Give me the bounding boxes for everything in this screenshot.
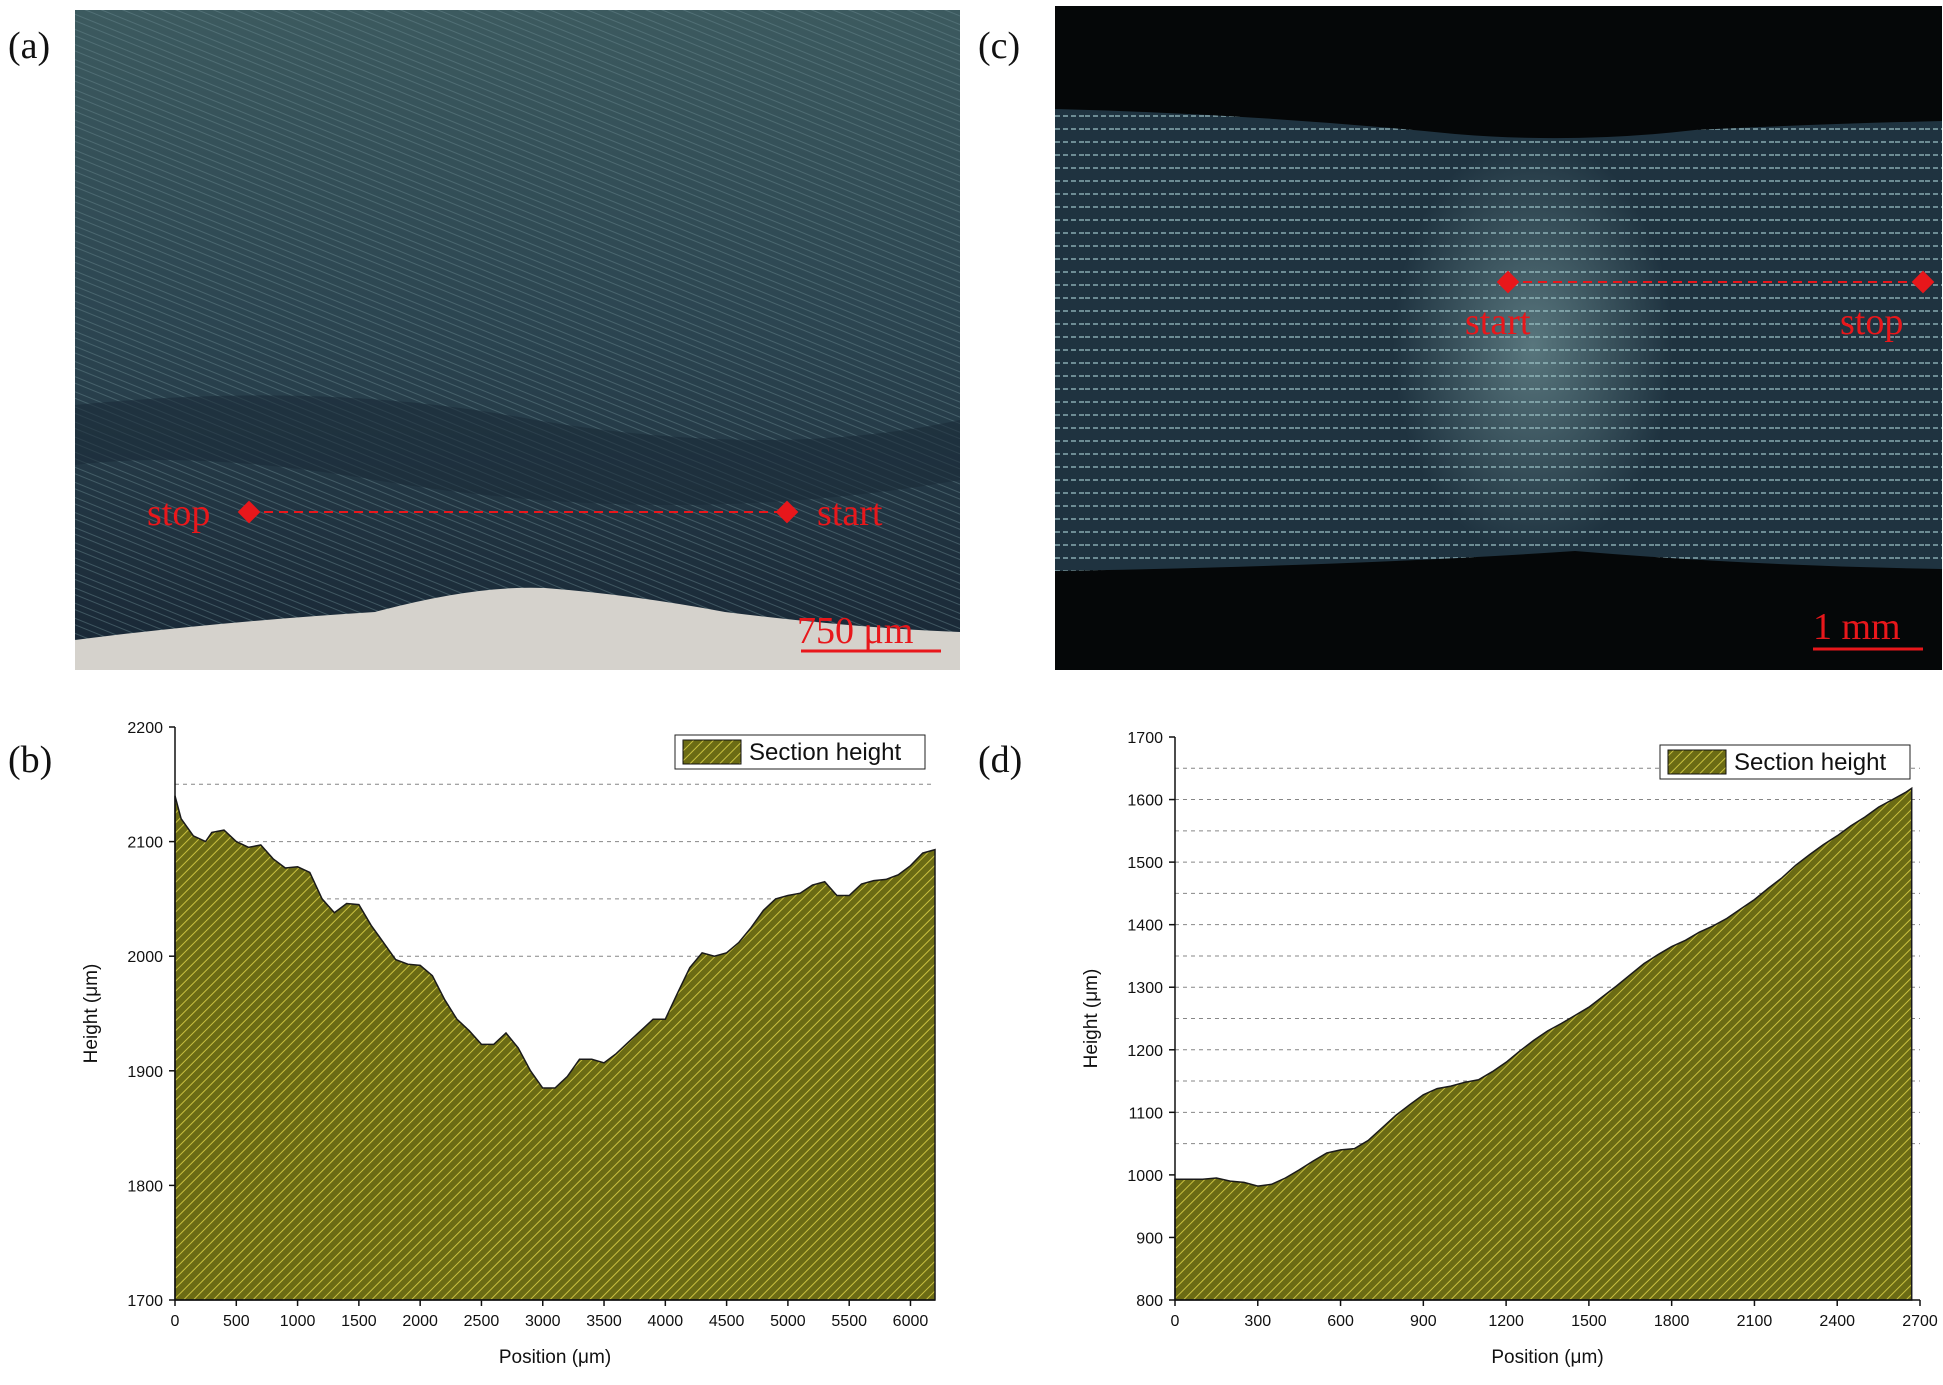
photo-a-substrate xyxy=(75,587,960,670)
y-axis-label-d: Height (μm) xyxy=(1081,969,1102,1069)
start-marker-c xyxy=(1496,270,1520,294)
x-tick-label-b: 6000 xyxy=(893,1313,929,1330)
y-tick-label-d: 1700 xyxy=(1127,730,1163,747)
x-tick-label-b: 4000 xyxy=(648,1313,684,1330)
chart-d: 800 900 1000 1100 1200 1300 1400 1500 1600 1700 0 3… xyxy=(1045,715,1938,1375)
x-tick-label-d: 1800 xyxy=(1654,1313,1690,1330)
start-label-c: start xyxy=(1465,301,1531,343)
y-tick-label-d: 800 xyxy=(1136,1293,1163,1310)
x-tick-label-d: 900 xyxy=(1410,1313,1437,1330)
x-tick-label-d: 2400 xyxy=(1819,1313,1855,1330)
panel-letter-d: (d) xyxy=(978,739,1023,781)
y-tick-label-d: 900 xyxy=(1136,1230,1163,1247)
y-tick-label-b: 1900 xyxy=(127,1064,163,1081)
micrograph-c: start stop 1 mm xyxy=(1055,6,1942,670)
y-tick-label-d: 1600 xyxy=(1127,793,1163,810)
stop-label-c: stop xyxy=(1840,301,1903,343)
legend-swatch-d xyxy=(1667,749,1727,775)
y-tick-label-d: 1100 xyxy=(1129,1105,1164,1122)
legend-label-d: Section height xyxy=(1734,749,1886,776)
x-tick-label-d: 300 xyxy=(1244,1313,1271,1330)
y-axis-label-b: Height (μm) xyxy=(81,964,102,1064)
y-tick-label-b: 2100 xyxy=(127,835,163,852)
photo-c-weld-zone xyxy=(1393,136,1673,556)
x-tick-label-d: 600 xyxy=(1327,1313,1354,1330)
x-tick-label-b: 500 xyxy=(223,1313,250,1330)
y-tick-label-b: 1800 xyxy=(127,1178,163,1195)
legend-label-b: Section height xyxy=(749,739,901,766)
y-tick-label-b: 2200 xyxy=(127,720,163,737)
y-tick-label-d: 1500 xyxy=(1127,855,1163,872)
x-axis-label-b: Position (μm) xyxy=(499,1347,611,1368)
legend-swatch-b xyxy=(682,739,742,765)
y-tick-label-b: 2000 xyxy=(127,949,163,966)
y-tick-label-b: 1700 xyxy=(127,1293,163,1310)
chart-b: 1700 1800 1900 2000 2100 2200 0 500 1000 1500 2000… xyxy=(55,715,945,1375)
x-tick-label-b: 3000 xyxy=(525,1313,561,1330)
panel-letter-c: (c) xyxy=(978,25,1021,67)
area-series-d xyxy=(1174,786,1913,1301)
panel-letter-b: (b) xyxy=(8,739,53,781)
x-axis-label-d: Position (μm) xyxy=(1491,1347,1603,1368)
x-tick-label-b: 5500 xyxy=(831,1313,867,1330)
x-tick-label-b: 5000 xyxy=(770,1313,806,1330)
x-tick-label-b: 2000 xyxy=(402,1313,438,1330)
x-tick-label-b: 2500 xyxy=(464,1313,500,1330)
start-label-a: start xyxy=(817,492,883,534)
scale-label-a: 750 μm xyxy=(797,610,913,652)
y-tick-label-d: 1400 xyxy=(1127,918,1163,935)
x-tick-label-d: 0 xyxy=(1171,1313,1180,1330)
x-tick-label-d: 1200 xyxy=(1488,1313,1524,1330)
stop-label-a: stop xyxy=(147,492,210,534)
y-tick-label-d: 1000 xyxy=(1127,1168,1163,1185)
micrograph-a: stop start 750 μm xyxy=(75,10,960,670)
x-tick-label-b: 1000 xyxy=(280,1313,316,1330)
stop-marker-c xyxy=(1911,270,1935,294)
x-tick-label-b: 3500 xyxy=(586,1313,622,1330)
x-tick-label-b: 1500 xyxy=(341,1313,377,1330)
x-tick-label-d: 2700 xyxy=(1902,1313,1938,1330)
photo-a-texture xyxy=(75,10,960,670)
scale-label-c: 1 mm xyxy=(1813,606,1901,648)
panel-letter-a: (a) xyxy=(8,25,51,67)
area-series-b xyxy=(174,795,936,1301)
y-tick-label-d: 1300 xyxy=(1127,980,1163,997)
x-tick-label-b: 0 xyxy=(171,1313,180,1330)
x-tick-label-b: 4500 xyxy=(709,1313,745,1330)
start-marker-a xyxy=(775,500,799,524)
y-tick-label-d: 1200 xyxy=(1127,1043,1163,1060)
x-tick-label-d: 2100 xyxy=(1737,1313,1773,1330)
x-tick-label-d: 1500 xyxy=(1571,1313,1607,1330)
